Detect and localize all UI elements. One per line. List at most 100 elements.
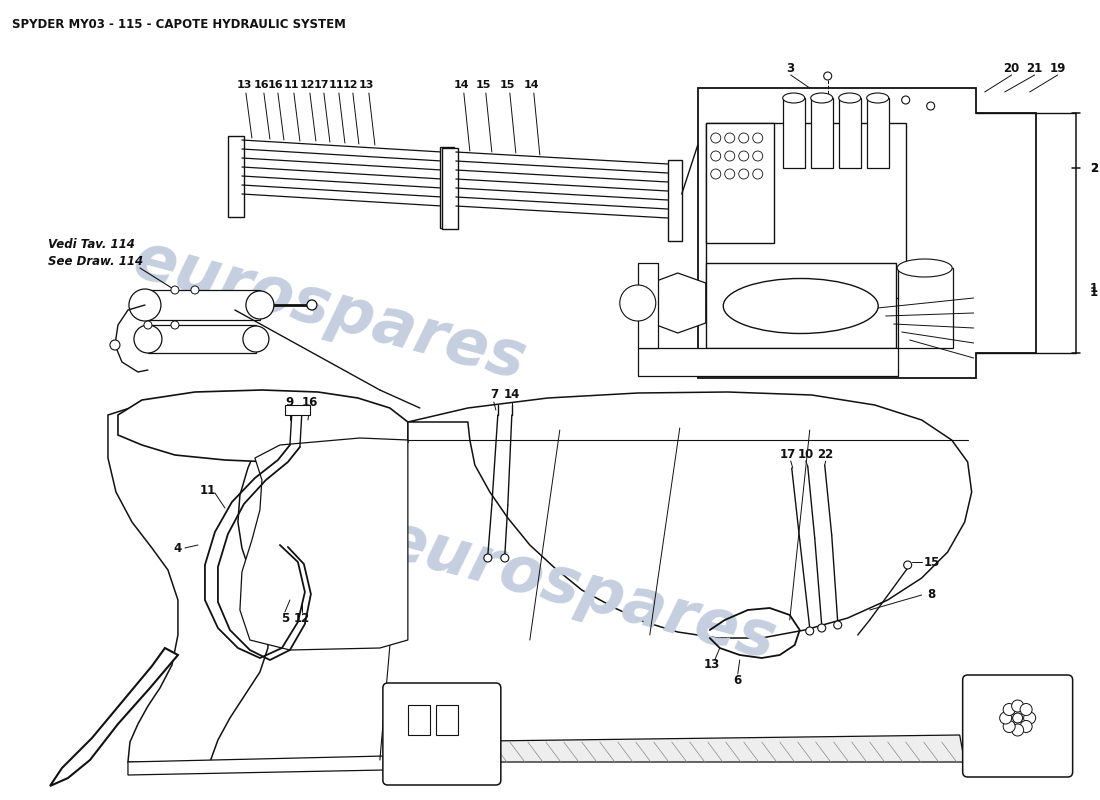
Text: SPYDER MY03 - 115 - CAPOTE HYDRAULIC SYSTEM: SPYDER MY03 - 115 - CAPOTE HYDRAULIC SYS… xyxy=(12,18,345,31)
Text: 11: 11 xyxy=(200,483,216,497)
Text: 23: 23 xyxy=(975,749,990,759)
Text: eurospares: eurospares xyxy=(376,508,783,672)
Bar xyxy=(706,123,905,298)
Ellipse shape xyxy=(724,278,878,334)
Polygon shape xyxy=(108,400,278,762)
Bar xyxy=(811,98,833,168)
Text: 13: 13 xyxy=(236,80,252,90)
Text: 17: 17 xyxy=(780,449,796,462)
Bar xyxy=(285,405,310,415)
Circle shape xyxy=(1012,700,1024,712)
Circle shape xyxy=(752,169,762,179)
Text: 7: 7 xyxy=(490,389,498,402)
Text: 15: 15 xyxy=(924,555,939,569)
Text: 15: 15 xyxy=(500,80,516,90)
Circle shape xyxy=(739,169,749,179)
Circle shape xyxy=(725,133,735,143)
Bar xyxy=(898,268,953,348)
Text: 2: 2 xyxy=(1090,162,1098,174)
Text: 14: 14 xyxy=(524,80,540,90)
Circle shape xyxy=(902,96,910,104)
Ellipse shape xyxy=(783,93,805,103)
Text: 8: 8 xyxy=(927,589,936,602)
Bar xyxy=(147,325,256,353)
Text: 6: 6 xyxy=(734,674,741,686)
Bar xyxy=(783,98,805,168)
Circle shape xyxy=(144,321,152,329)
Circle shape xyxy=(711,169,720,179)
Circle shape xyxy=(129,289,161,321)
Circle shape xyxy=(243,326,268,352)
FancyBboxPatch shape xyxy=(383,683,500,785)
Circle shape xyxy=(904,561,912,569)
Bar xyxy=(408,705,430,735)
Bar xyxy=(440,147,454,228)
Circle shape xyxy=(711,151,720,161)
Ellipse shape xyxy=(838,93,860,103)
Text: 16: 16 xyxy=(254,80,270,90)
Circle shape xyxy=(725,151,735,161)
Bar xyxy=(145,290,260,320)
Text: 4: 4 xyxy=(174,542,183,554)
Circle shape xyxy=(1003,703,1015,715)
FancyBboxPatch shape xyxy=(962,675,1072,777)
Text: 11: 11 xyxy=(284,80,299,90)
Text: 17: 17 xyxy=(315,80,330,90)
Circle shape xyxy=(170,286,179,294)
Text: 19: 19 xyxy=(1049,62,1066,74)
Ellipse shape xyxy=(898,259,953,277)
Circle shape xyxy=(170,321,179,329)
Text: 15: 15 xyxy=(476,80,492,90)
Text: 12: 12 xyxy=(294,611,310,625)
Text: 13: 13 xyxy=(360,80,375,90)
Text: 22: 22 xyxy=(817,449,834,462)
Circle shape xyxy=(805,627,814,635)
Circle shape xyxy=(110,340,120,350)
Circle shape xyxy=(1012,724,1024,736)
Ellipse shape xyxy=(867,93,889,103)
Circle shape xyxy=(134,325,162,353)
Text: 16: 16 xyxy=(301,397,318,410)
Text: 12: 12 xyxy=(343,80,359,90)
Polygon shape xyxy=(128,748,438,775)
Text: 3: 3 xyxy=(786,62,795,74)
Text: 9: 9 xyxy=(286,397,294,410)
Polygon shape xyxy=(408,735,965,762)
Circle shape xyxy=(484,554,492,562)
Text: Vedi Tav. 114: Vedi Tav. 114 xyxy=(48,238,135,251)
Circle shape xyxy=(246,291,274,319)
Circle shape xyxy=(824,72,832,80)
Polygon shape xyxy=(638,263,658,348)
Polygon shape xyxy=(118,390,408,462)
Bar xyxy=(838,98,860,168)
Bar xyxy=(867,98,889,168)
Circle shape xyxy=(1003,721,1015,733)
Text: 16: 16 xyxy=(268,80,284,90)
Ellipse shape xyxy=(811,93,833,103)
Text: eurospares: eurospares xyxy=(126,228,534,392)
Circle shape xyxy=(725,169,735,179)
Bar xyxy=(706,263,895,348)
Bar xyxy=(436,705,458,735)
Polygon shape xyxy=(50,648,178,786)
Circle shape xyxy=(739,133,749,143)
Text: 13: 13 xyxy=(704,658,719,671)
Text: 5: 5 xyxy=(280,611,289,625)
Circle shape xyxy=(817,624,826,632)
Bar xyxy=(228,136,244,217)
Bar xyxy=(638,348,898,376)
Bar xyxy=(668,160,682,241)
Text: 14: 14 xyxy=(504,389,520,402)
Circle shape xyxy=(619,285,656,321)
Text: 2: 2 xyxy=(1090,162,1098,174)
Circle shape xyxy=(1000,712,1012,724)
Polygon shape xyxy=(408,392,971,638)
Circle shape xyxy=(191,286,199,294)
Circle shape xyxy=(834,621,842,629)
Text: 1: 1 xyxy=(1090,286,1098,299)
Circle shape xyxy=(1020,721,1032,733)
Circle shape xyxy=(1024,712,1035,724)
Text: 11: 11 xyxy=(329,80,344,90)
Polygon shape xyxy=(697,88,1035,378)
Circle shape xyxy=(1013,713,1023,723)
